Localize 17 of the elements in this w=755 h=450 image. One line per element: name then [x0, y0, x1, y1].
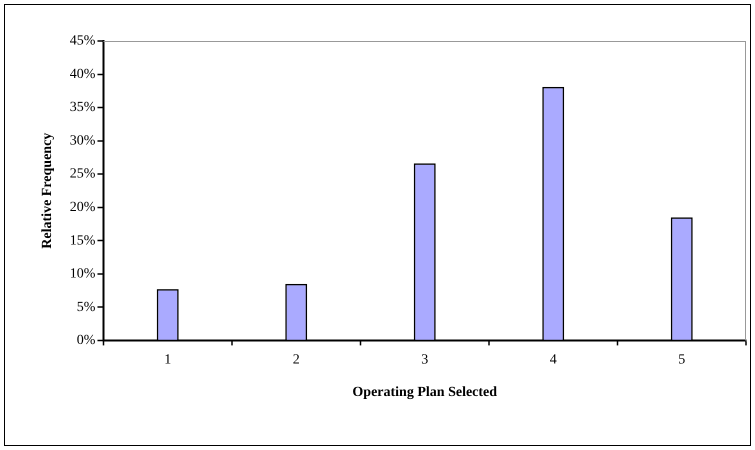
y-tick-label: 10%	[70, 266, 96, 282]
y-tick-label: 35%	[70, 100, 96, 116]
y-tick-label: 5%	[76, 300, 96, 315]
y-tick-label: 40%	[70, 66, 96, 82]
x-tick-label: 3	[421, 352, 428, 368]
y-tick-label: 15%	[70, 233, 96, 248]
x-axis-title: Operating Plan Selected	[352, 385, 498, 400]
y-tick-label: 20%	[70, 200, 96, 216]
y-tick-label: 0%	[76, 333, 96, 348]
y-axis-title: Relative Frequency	[40, 132, 56, 249]
x-tick-label: 5	[678, 352, 686, 368]
x-tick-label: 4	[550, 352, 557, 368]
x-tick-label: 2	[292, 352, 300, 368]
y-tick-label: 25%	[70, 166, 96, 182]
y-tick-label: 45%	[70, 34, 96, 49]
x-tick-label: 1	[164, 352, 172, 368]
y-tick-label: 30%	[70, 133, 96, 148]
